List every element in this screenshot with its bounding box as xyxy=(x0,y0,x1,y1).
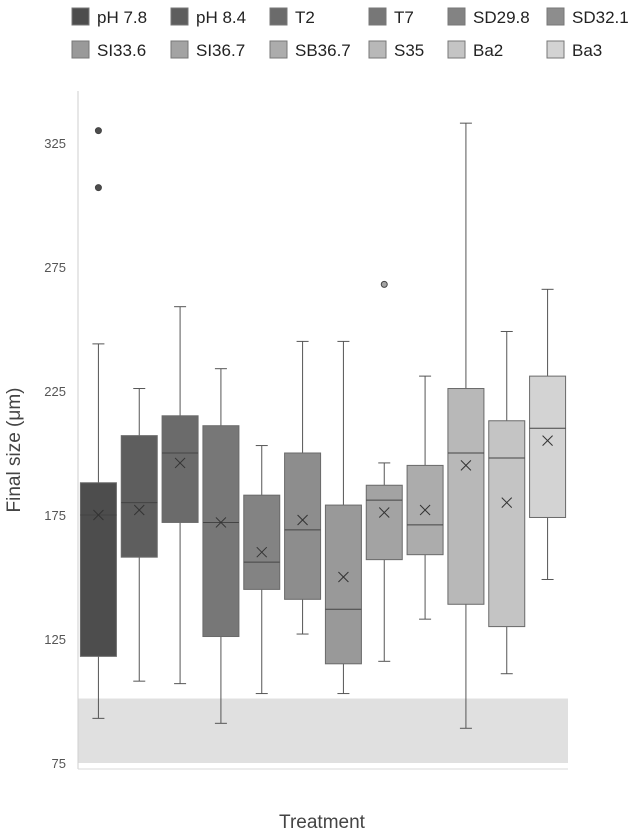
x-axis-label: Treatment xyxy=(279,812,366,833)
legend-label: T7 xyxy=(394,8,414,27)
legend-item: SD32.1 xyxy=(546,7,628,27)
y-tick-label: 275 xyxy=(44,260,66,275)
box-body xyxy=(447,388,485,605)
legend-swatch xyxy=(170,40,189,59)
legend-label: pH 7.8 xyxy=(97,8,147,27)
plot-area xyxy=(78,122,568,763)
legend-swatch xyxy=(368,40,387,59)
legend-item: pH 8.4 xyxy=(170,7,246,27)
legend-label: SB36.7 xyxy=(295,41,351,60)
legend: pH 7.8 pH 8.4 T2 T7 SD29.8 SD32.1 SI33.6 SI36.7… xyxy=(71,7,628,60)
mean-marker xyxy=(256,546,268,558)
box-body xyxy=(120,435,158,558)
box-body xyxy=(488,420,526,628)
mean-marker xyxy=(174,457,186,469)
box-t2 xyxy=(161,306,199,685)
box-t7 xyxy=(202,368,240,724)
box-ba3 xyxy=(529,288,567,580)
legend-item: T7 xyxy=(368,7,414,27)
mean-marker xyxy=(297,514,308,526)
y-tick-label: 225 xyxy=(44,384,66,399)
legend-item: SD29.8 xyxy=(447,7,530,27)
legend-label: pH 8.4 xyxy=(196,8,246,27)
shaded-band xyxy=(78,698,568,763)
legend-swatch xyxy=(546,40,565,59)
mean-marker xyxy=(378,507,390,518)
y-tick-label: 125 xyxy=(44,632,66,647)
legend-label: SI36.7 xyxy=(196,41,245,60)
legend-swatch xyxy=(447,7,466,26)
y-axis: 75 125 175 225 275 325 xyxy=(44,91,568,771)
legend-swatch xyxy=(447,40,466,59)
legend-label: SI33.6 xyxy=(97,41,146,60)
box-si33-6 xyxy=(324,340,362,695)
box-body xyxy=(529,375,567,518)
box-body xyxy=(243,494,281,590)
legend-swatch xyxy=(71,7,90,26)
mean-marker xyxy=(93,509,104,521)
box-ph-7-8 xyxy=(79,127,117,719)
mean-marker xyxy=(419,504,431,516)
box-body xyxy=(324,504,362,665)
mean-marker xyxy=(338,571,349,583)
legend-item: T2 xyxy=(269,7,315,27)
legend-swatch xyxy=(546,7,565,26)
mean-marker xyxy=(460,460,472,471)
box-sd29-8 xyxy=(243,445,281,695)
legend-label: Ba3 xyxy=(572,41,602,60)
box-body xyxy=(365,484,403,561)
box-body xyxy=(79,482,117,657)
legend-label: Ba2 xyxy=(473,41,503,60)
mean-marker xyxy=(501,497,513,508)
y-tick-label: 175 xyxy=(44,508,66,523)
box-si36-7 xyxy=(365,280,403,662)
legend-swatch xyxy=(170,7,189,26)
legend-swatch xyxy=(269,40,288,59)
legend-item: SI33.6 xyxy=(71,40,146,60)
legend-item: pH 7.8 xyxy=(71,7,147,27)
legend-swatch xyxy=(368,7,387,26)
mean-marker xyxy=(215,517,227,528)
outlier-point xyxy=(94,184,102,192)
box-body xyxy=(161,415,199,523)
legend-swatch xyxy=(269,7,288,26)
legend-item: SB36.7 xyxy=(269,40,351,60)
outlier-point xyxy=(380,280,388,288)
box-s35 xyxy=(447,122,485,729)
legend-item: SI36.7 xyxy=(170,40,245,60)
box-ba2 xyxy=(488,330,526,675)
box-sd32-1 xyxy=(284,340,322,635)
legend-swatch xyxy=(71,40,90,59)
legend-item: S35 xyxy=(368,40,424,60)
legend-label: S35 xyxy=(394,41,424,60)
box-body xyxy=(202,425,240,638)
y-tick-label: 325 xyxy=(44,136,66,151)
box-sb36-7 xyxy=(406,375,444,620)
y-axis-label: Final size (μm) xyxy=(4,388,25,513)
mean-marker xyxy=(542,435,553,446)
legend-label: SD32.1 xyxy=(572,8,628,27)
mean-marker xyxy=(133,504,145,516)
y-tick-label: 75 xyxy=(52,756,66,771)
box-ph-8-4 xyxy=(120,388,158,682)
outlier-point xyxy=(94,127,102,135)
legend-item: Ba2 xyxy=(447,40,503,60)
box-body xyxy=(284,452,322,600)
legend-item: Ba3 xyxy=(546,40,602,60)
legend-label: T2 xyxy=(295,8,315,27)
legend-label: SD29.8 xyxy=(473,8,530,27)
